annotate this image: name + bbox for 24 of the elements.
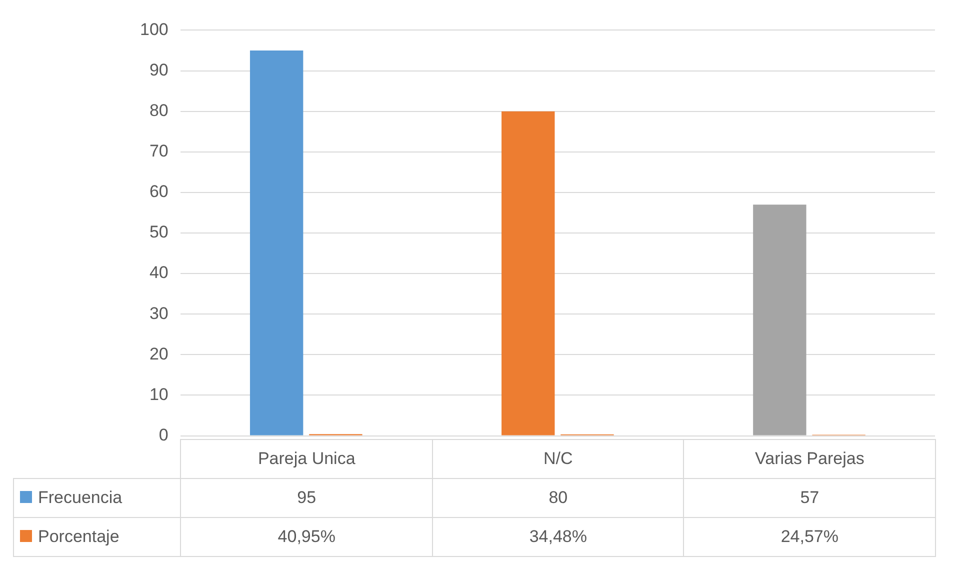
y-tick-label: 30 (149, 304, 168, 323)
y-tick-label: 70 (149, 142, 168, 161)
y-tick-label: 80 (149, 101, 168, 120)
data-label: 40,95% (180, 517, 432, 556)
data-label: 24,57% (684, 517, 936, 556)
y-tick-label: 20 (149, 344, 168, 364)
legend-label: Frecuencia (14, 478, 181, 518)
y-tick-label: 100 (140, 20, 168, 39)
y-tick-label: 60 (149, 182, 168, 202)
x-tick-label: Varias Parejas (684, 439, 936, 478)
y-tick-label: 50 (149, 222, 168, 242)
x-tick-label: N/C (432, 439, 684, 478)
data-label: 95 (180, 478, 432, 518)
y-tick-label: 40 (149, 263, 168, 282)
y-tick-label: 10 (149, 384, 168, 404)
legend-label: Porcentaje (14, 517, 181, 556)
data-label: 57 (684, 478, 936, 518)
data-label: 34,48% (432, 517, 684, 556)
bar (250, 50, 304, 436)
data-label: 80 (432, 478, 684, 518)
x-tick-label: Pareja Unica (180, 439, 432, 478)
y-tick-label: 0 (158, 425, 168, 444)
bar (753, 204, 806, 436)
y-tick-label: 90 (149, 60, 168, 80)
